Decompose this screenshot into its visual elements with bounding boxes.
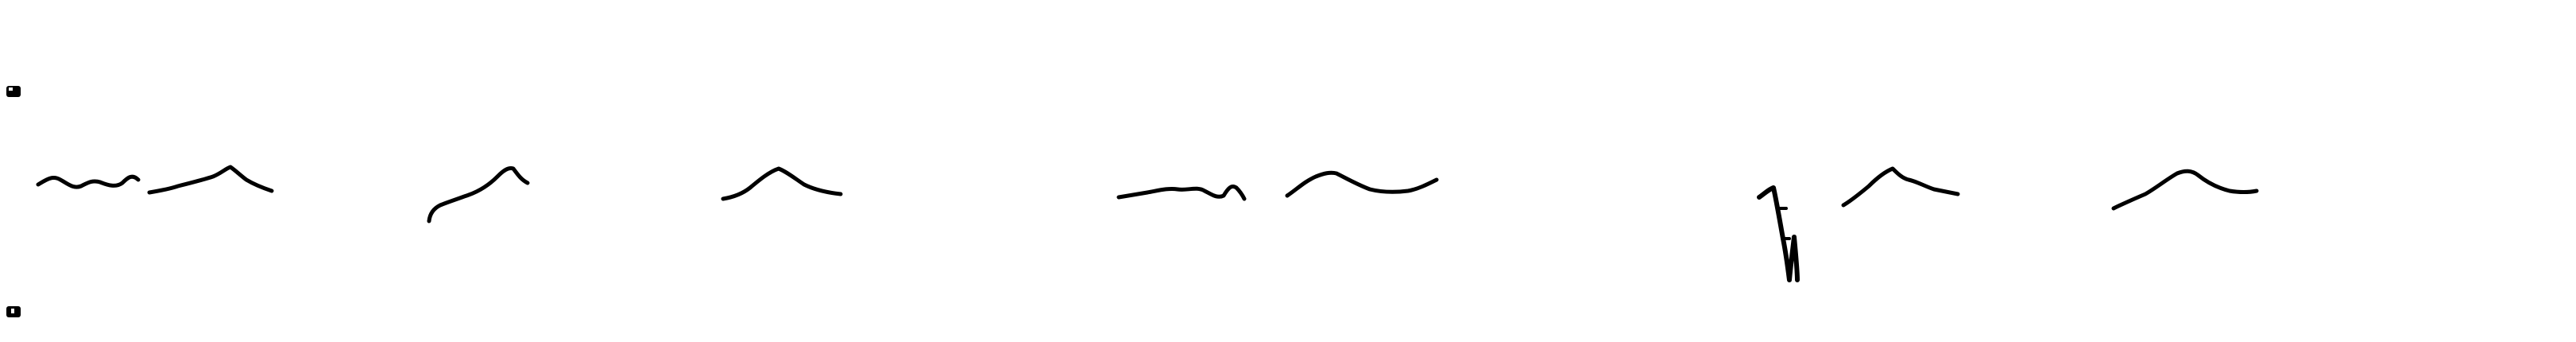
- ecg-complex-7-stem: [1778, 207, 1791, 240]
- ecg-complex-8: [1841, 166, 1960, 208]
- lead-marker-bottom: [6, 306, 21, 317]
- ecg-complex-5: [1116, 184, 1247, 201]
- lead-marker-top: [6, 86, 21, 97]
- ecg-complex-3: [427, 166, 530, 223]
- ecg-complex-1: [36, 174, 141, 189]
- ecg-complex-7: [1757, 185, 1800, 282]
- ecg-complex-9: [2111, 169, 2259, 211]
- ecg-complex-6: [1285, 170, 1439, 198]
- ecg-complex-2: [147, 165, 274, 195]
- ecg-complex-4: [721, 166, 843, 201]
